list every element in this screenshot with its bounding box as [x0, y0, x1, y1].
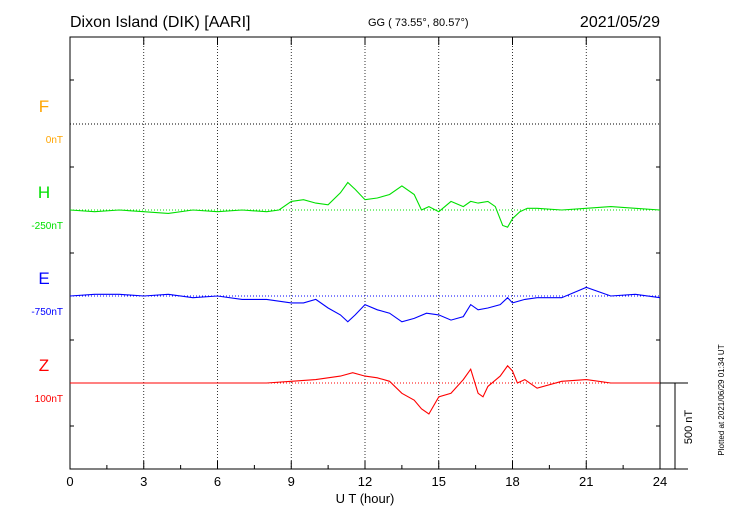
x-tick-label: 0 — [66, 474, 73, 489]
x-tick-label: 9 — [288, 474, 295, 489]
x-tick-label: 12 — [358, 474, 372, 489]
x-axis-label: U T (hour) — [336, 491, 395, 506]
series-baseline-label-f: 0nT — [46, 135, 63, 146]
x-tick-label: 18 — [505, 474, 519, 489]
grid — [143, 37, 587, 469]
series-line-e — [69, 286, 661, 323]
x-tick-label: 24 — [653, 474, 667, 489]
series-labels: F 0nT H -250nT E -750nT Z 100nT — [31, 97, 63, 405]
scale-bar-label: 500 nT — [683, 410, 695, 445]
series-name-h: H — [38, 183, 50, 202]
series-line-h — [69, 181, 661, 228]
scale-bar: 500 nT — [660, 382, 695, 470]
x-tick-label: 15 — [432, 474, 446, 489]
x-tick-label: 21 — [579, 474, 593, 489]
geo-coords: GG ( 73.55°, 80.57°) — [368, 17, 469, 29]
series-baseline-label-h: -250nT — [31, 221, 63, 232]
series-baseline-label-e: -750nT — [31, 307, 63, 318]
series-name-e: E — [38, 269, 49, 288]
station-title: Dixon Island (DIK) [AARI] — [70, 14, 251, 31]
x-tick-label: 6 — [214, 474, 221, 489]
plotted-timestamp: Plotted at 2021/06/29 01:34 UT — [717, 344, 726, 455]
series-line-z — [70, 364, 660, 415]
x-tick-label: 3 — [140, 474, 147, 489]
series-name-f: F — [39, 97, 49, 116]
x-ticks: 0 3 6 9 12 15 18 21 24 — [66, 37, 667, 489]
series-baseline-label-z: 100nT — [35, 394, 63, 405]
series-lines — [69, 181, 661, 415]
baselines — [70, 123, 660, 384]
chart-date: 2021/05/29 — [580, 14, 660, 31]
series-name-z: Z — [39, 356, 49, 375]
